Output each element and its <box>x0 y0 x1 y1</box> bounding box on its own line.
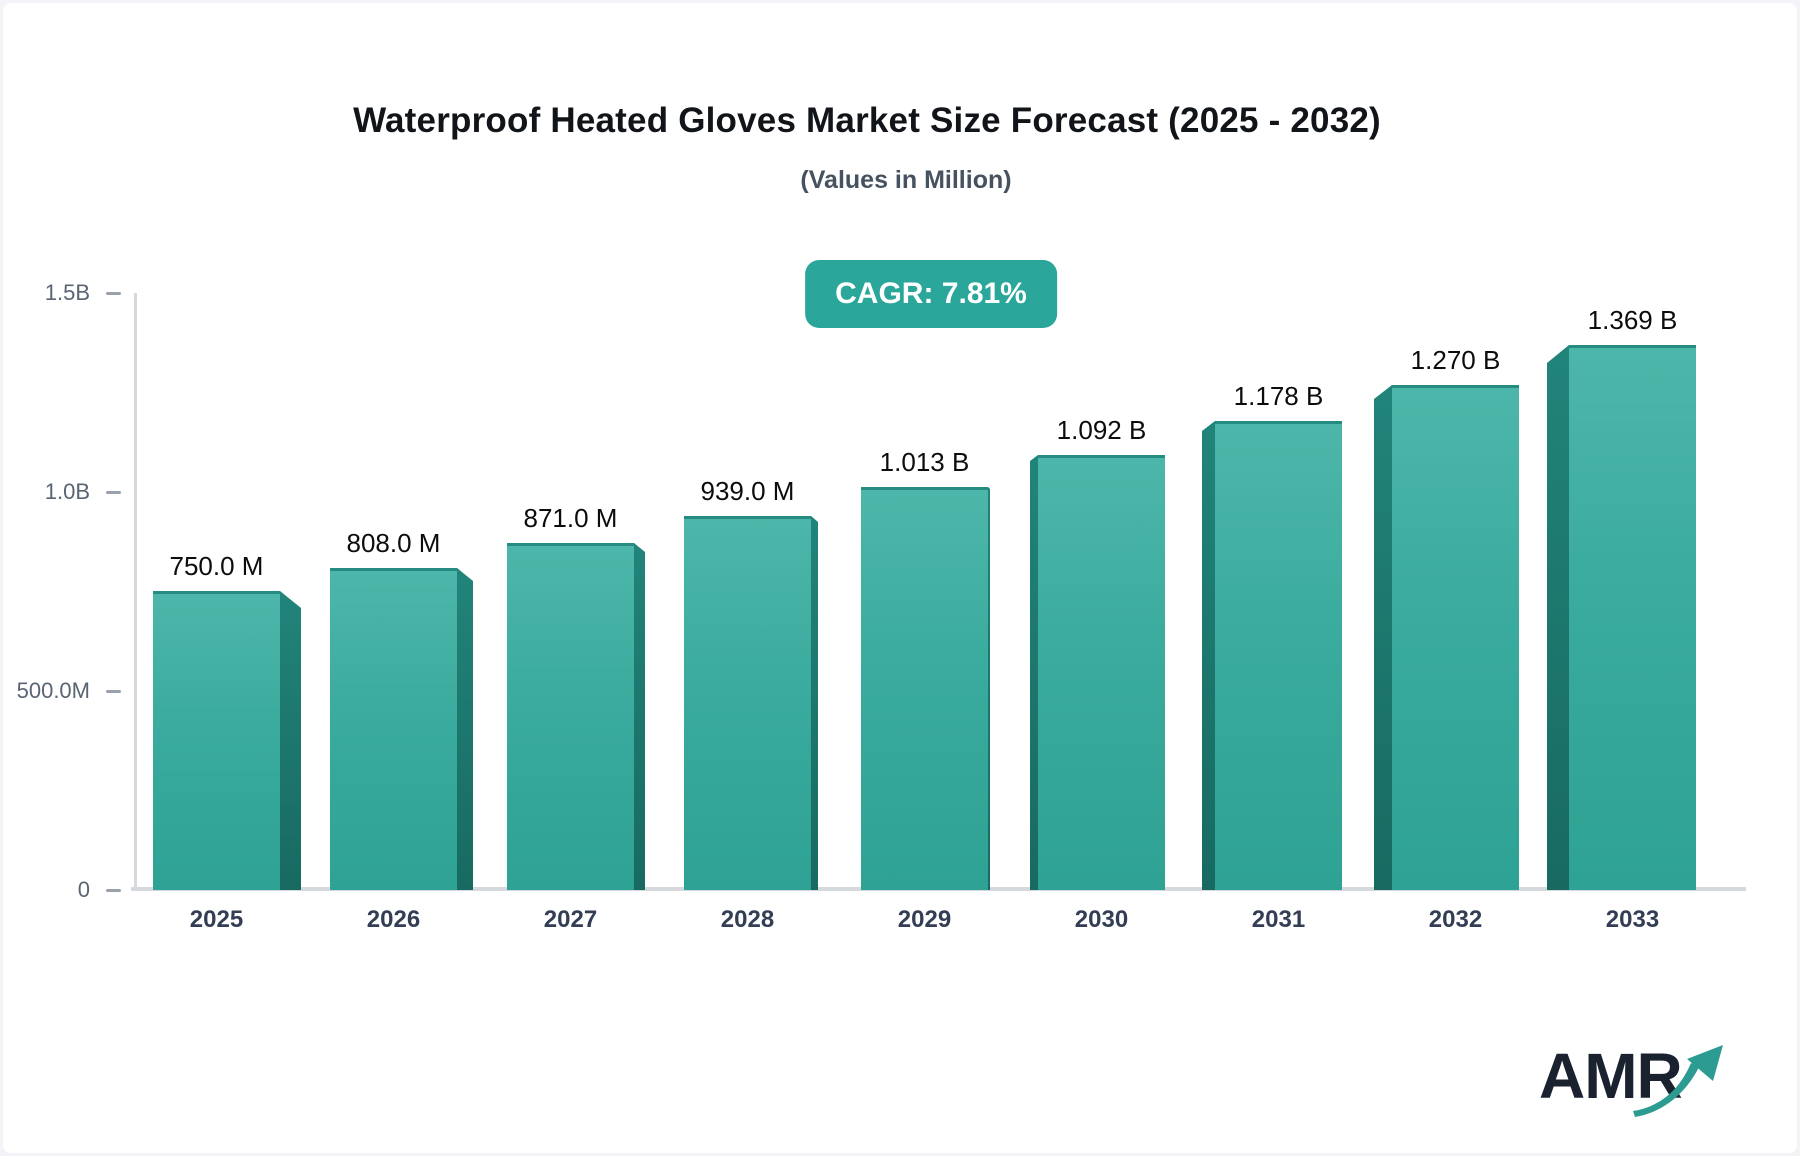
bar-front-face-2025 <box>153 591 280 890</box>
bar-side-face-2026 <box>457 568 473 890</box>
y-tick-dash-3 <box>106 292 121 295</box>
bar-value-label-2030: 1.092 B <box>1056 415 1147 445</box>
bar-front-face-2032 <box>1392 385 1519 890</box>
x-axis-label-2027: 2027 <box>543 906 598 933</box>
x-axis-label-2029: 2029 <box>897 906 952 933</box>
bar-side-face-2028 <box>811 516 818 890</box>
y-tick-label-3: 1.5B <box>44 280 90 305</box>
y-tick-label-2: 1.0B <box>44 479 90 504</box>
bar-side-face-2031 <box>1202 421 1215 890</box>
amr-logo: AMR <box>1539 1035 1749 1125</box>
bar-side-face-2025 <box>280 591 301 890</box>
bar-side-face-2033 <box>1547 345 1569 890</box>
y-tick-label-0: 0 <box>77 877 90 902</box>
bar-side-face-2029 <box>988 487 990 890</box>
x-axis-label-2030: 2030 <box>1074 906 1129 933</box>
bar-side-face-2030 <box>1030 455 1038 890</box>
bar-front-face-2027 <box>507 543 634 890</box>
bar-value-label-2027: 871.0 M <box>523 503 618 533</box>
bar-value-label-2026: 808.0 M <box>346 528 441 558</box>
bar-value-label-2031: 1.178 B <box>1233 381 1324 411</box>
x-axis-label-2026: 2026 <box>366 906 421 933</box>
bar-front-face-2028 <box>684 516 811 890</box>
bar-value-label-2028: 939.0 M <box>700 476 795 506</box>
bar-front-face-2031 <box>1215 421 1342 890</box>
page-title: Waterproof Heated Gloves Market Size For… <box>353 101 1381 140</box>
chart-card: Waterproof Heated Gloves Market Size For… <box>3 3 1797 1153</box>
x-axis-label-2028: 2028 <box>720 906 775 933</box>
bar-front-face-2026 <box>330 568 457 890</box>
y-tick-label-1: 500.0M <box>16 678 90 703</box>
page-subtitle: (Values in Million) <box>800 166 1012 194</box>
x-axis-label-2031: 2031 <box>1251 906 1306 933</box>
y-tick-dash-1 <box>106 690 121 693</box>
x-axis-label-2025: 2025 <box>189 906 244 933</box>
bar-front-face-2029 <box>861 487 988 890</box>
cagr-badge: CAGR: 7.81% <box>805 260 1057 328</box>
bar-value-label-2032: 1.270 B <box>1410 345 1501 375</box>
y-tick-dash-2 <box>106 491 121 494</box>
bar-value-label-2029: 1.013 B <box>879 447 970 477</box>
bar-side-face-2032 <box>1374 385 1392 890</box>
bar-front-face-2030 <box>1038 455 1165 890</box>
amr-logo-text: AMR <box>1539 1040 1683 1112</box>
trend-up-arrow-icon <box>1633 1045 1723 1117</box>
bar-value-label-2025: 750.0 M <box>169 551 264 581</box>
bar-value-label-2033: 1.369 B <box>1587 305 1678 335</box>
bar-front-face-2033 <box>1569 345 1696 890</box>
y-axis-line <box>134 293 137 890</box>
y-tick-dash-0 <box>106 889 121 892</box>
x-axis-label-2032: 2032 <box>1428 906 1483 933</box>
x-axis-label-2033: 2033 <box>1605 906 1660 933</box>
bar-side-face-2027 <box>634 543 645 890</box>
